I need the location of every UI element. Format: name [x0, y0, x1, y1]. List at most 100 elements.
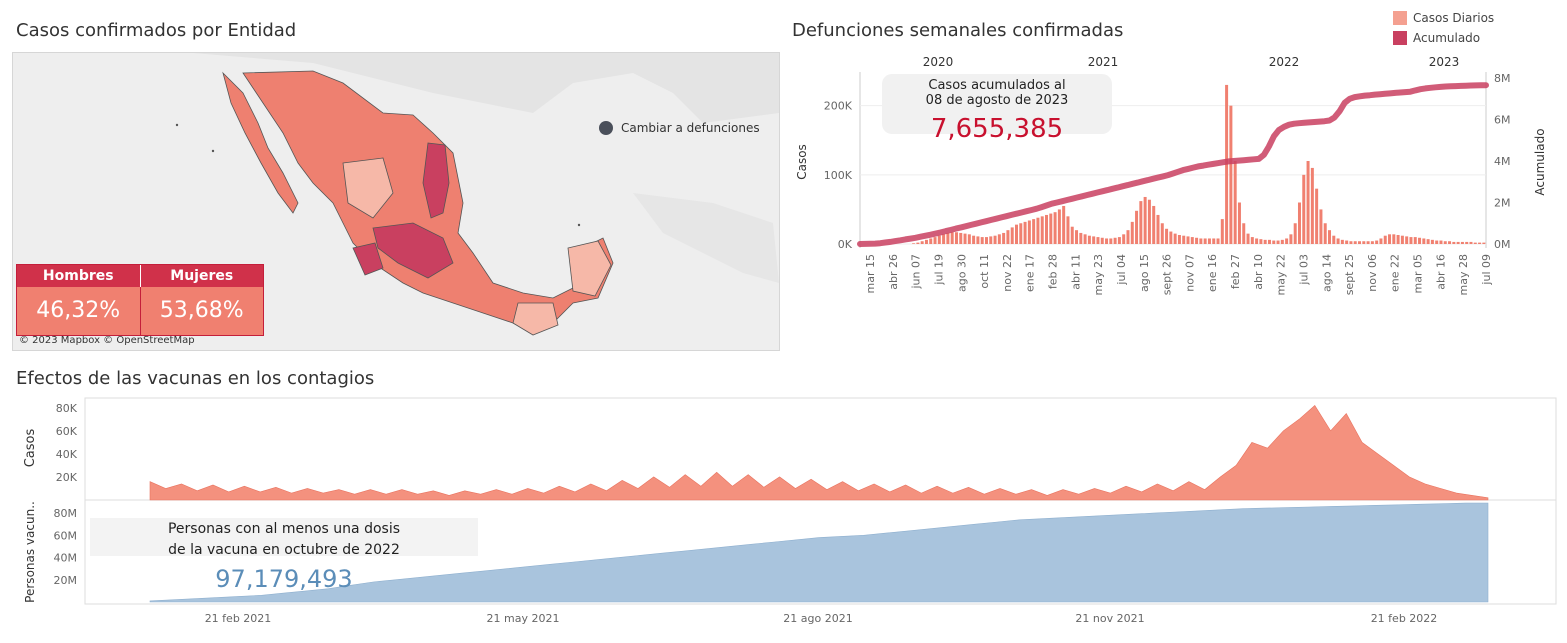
gender-value-women: 53,68% — [139, 287, 263, 335]
weekly-bar — [1250, 237, 1254, 244]
cases-y-tick: 20K — [56, 471, 78, 484]
weekly-bar — [1297, 202, 1301, 244]
weekly-bar — [1358, 241, 1362, 244]
weekly-bar — [1036, 217, 1040, 244]
weekly-bar — [1319, 209, 1323, 244]
weekly-bar — [1165, 228, 1169, 244]
weekly-bar — [950, 232, 954, 244]
weekly-bar — [1100, 237, 1104, 244]
weekly-bar — [1383, 235, 1387, 244]
weekly-x-tick: feb 27 — [1229, 254, 1242, 289]
weekly-bar — [924, 239, 928, 244]
weekly-bar — [1014, 224, 1019, 244]
vaccines-chart[interactable]: 20K 40K 60K 80K 20M 40M 60M 80M 21 feb 2021 21 ma… — [10, 396, 1558, 636]
weekly-bar — [929, 238, 933, 244]
weekly-bar — [1186, 236, 1190, 244]
vaccines-x-tick: 21 feb 2021 — [205, 612, 272, 625]
weekly-title: Defunciones semanales confirmadas — [792, 20, 1124, 41]
weekly-bar — [1452, 241, 1456, 244]
map-title: Casos confirmados por Entidad — [16, 20, 297, 41]
vaccinated-y-tick: 80M — [54, 507, 78, 520]
weekly-bar — [1478, 242, 1482, 244]
weekly-bar — [1430, 239, 1434, 244]
weekly-bar — [1340, 239, 1344, 244]
weekly-bar — [1233, 161, 1237, 244]
weekly-bar — [1448, 241, 1452, 244]
weekly-bar — [1019, 223, 1023, 244]
gender-value-men: 46,32% — [17, 287, 140, 335]
weekly-bar — [1135, 210, 1139, 244]
weekly-bar — [1362, 241, 1366, 244]
weekly-bar — [989, 236, 993, 244]
weekly-bar — [1045, 214, 1049, 244]
weekly-bar — [920, 241, 924, 244]
weekly-bar — [1439, 240, 1443, 244]
cases-y-tick: 40K — [56, 448, 78, 461]
weekly-bar — [993, 235, 997, 244]
weekly-x-tick: abr 11 — [1069, 254, 1082, 290]
cases-area — [149, 405, 1489, 501]
vaccinated-y-tick: 60M — [54, 529, 78, 542]
weekly-bar — [1160, 223, 1164, 244]
weekly-bar — [1302, 174, 1306, 244]
weekly-bar — [1426, 239, 1430, 244]
weekly-year-label: 2020 — [923, 55, 954, 69]
weekly-y2-tick: 6M — [1494, 114, 1511, 127]
weekly-bar — [1327, 230, 1332, 244]
weekly-bar — [1375, 240, 1379, 244]
weekly-bar — [1113, 237, 1117, 244]
weekly-bar — [1293, 223, 1297, 244]
weekly-x-tick: ene 22 — [1389, 254, 1402, 292]
vaccinated-area — [149, 502, 1489, 603]
weekly-bar — [1079, 232, 1083, 244]
weekly-x-tick: may 28 — [1457, 254, 1470, 295]
cases-y-tick: 80K — [56, 402, 78, 415]
toggle-deaths[interactable]: Cambiar a defunciones — [599, 121, 760, 135]
weekly-bar — [963, 233, 967, 244]
weekly-bar — [1057, 209, 1061, 244]
weekly-chart[interactable]: 0K 100K 200K 0M 2M 4M 6M 8M 2020 2021 2022 2023 mar … — [790, 52, 1560, 352]
weekly-legend: Casos Diarios Acumulado — [1393, 8, 1494, 48]
weekly-bar — [1117, 237, 1121, 244]
legend-label-daily: Casos Diarios — [1413, 11, 1495, 25]
weekly-x-tick: nov 22 — [1001, 254, 1014, 292]
weekly-bar — [1267, 239, 1271, 244]
weekly-x-tick: nov 06 — [1366, 254, 1379, 292]
weekly-bar — [997, 234, 1001, 244]
weekly-year-label: 2021 — [1088, 55, 1119, 69]
weekly-bar — [1122, 234, 1126, 244]
weekly-x-tick: sept 25 — [1343, 254, 1356, 295]
weekly-bar — [1147, 199, 1151, 244]
weekly-bar — [1027, 220, 1031, 244]
weekly-x-tick: jul 03 — [1297, 254, 1310, 286]
weekly-callout-line2: 08 de agosto de 2023 — [925, 93, 1069, 108]
weekly-bar — [1066, 216, 1070, 244]
weekly-year-label: 2023 — [1429, 55, 1460, 69]
weekly-bar — [1482, 242, 1486, 244]
weekly-bar — [1173, 233, 1177, 244]
weekly-bar — [942, 234, 946, 244]
legend-swatch-cumulative — [1393, 31, 1407, 45]
weekly-x-tick: jul 19 — [932, 254, 945, 286]
weekly-y-tick: 200K — [824, 100, 853, 113]
weekly-bar — [967, 234, 971, 244]
weekly-bar — [1276, 240, 1280, 244]
weekly-bar — [1023, 221, 1027, 244]
legend-label-cumulative: Acumulado — [1413, 31, 1481, 45]
weekly-x-tick: nov 07 — [1183, 254, 1196, 292]
weekly-x-tick: feb 28 — [1047, 254, 1060, 289]
weekly-bar — [1083, 234, 1087, 244]
weekly-bar — [1139, 201, 1143, 244]
weekly-callout-value: 7,655,385 — [930, 114, 1064, 144]
weekly-bar — [1306, 161, 1310, 244]
weekly-bar — [959, 232, 963, 244]
weekly-bar — [972, 235, 976, 244]
weekly-bar — [1263, 239, 1267, 244]
weekly-x-tick: mar 15 — [864, 254, 877, 293]
weekly-x-tick: ago 14 — [1320, 254, 1333, 292]
weekly-x-tick: ene 17 — [1024, 254, 1037, 292]
weekly-bar — [1006, 230, 1010, 244]
toggle-label: Cambiar a defunciones — [621, 121, 760, 135]
weekly-bar — [1053, 212, 1057, 244]
weekly-x-tick: may 23 — [1092, 254, 1105, 295]
